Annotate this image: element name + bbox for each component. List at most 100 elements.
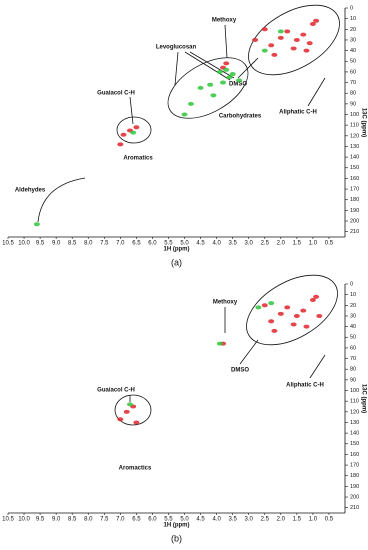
- x-tick-label: 0.5: [325, 517, 334, 523]
- ellipse: [167, 57, 249, 119]
- y-tick-label: 160: [350, 452, 359, 458]
- cross-peak: [261, 303, 268, 308]
- cross-peak: [293, 37, 300, 42]
- y-tick-label: 170: [350, 187, 359, 193]
- x-tick-label: 5.5: [164, 241, 173, 247]
- y-tick-label: 130: [350, 420, 359, 426]
- cross-peak: [226, 75, 233, 80]
- cross-peak: [261, 27, 268, 32]
- cross-peak: [303, 324, 310, 329]
- y-tick-label: 180: [350, 473, 359, 479]
- y-tick-label: 190: [350, 208, 359, 214]
- y-tick-label: 160: [350, 176, 359, 182]
- cross-peak: [236, 78, 243, 83]
- y-tick-label: 190: [350, 484, 359, 490]
- cross-peak: [33, 222, 40, 227]
- y-tick-label: 170: [350, 463, 359, 469]
- ellipse: [246, 274, 338, 346]
- y-tick-label: 20: [350, 303, 356, 309]
- y-axis-label: 13C (ppm): [360, 384, 366, 413]
- ellipse: [248, 4, 340, 76]
- x-tick-label: 3.5: [228, 517, 237, 523]
- cross-peak: [126, 402, 133, 407]
- cross-peak: [271, 328, 278, 333]
- arc: [37, 177, 86, 223]
- y-tick-label: 150: [350, 441, 359, 447]
- x-tick-label: 1.5: [293, 517, 302, 523]
- cross-peak: [290, 322, 297, 327]
- annotation: Aliphatic C-H: [286, 383, 324, 389]
- x-tick-label: 8.0: [84, 241, 93, 247]
- x-tick-label: 10.0: [18, 517, 30, 523]
- cross-peak: [277, 35, 284, 40]
- y-tick-label: 90: [350, 377, 356, 383]
- x-tick-label: 9.0: [52, 517, 61, 523]
- cross-peak: [284, 305, 291, 310]
- cross-peak: [117, 417, 124, 422]
- annotation: Methoxy: [212, 18, 237, 24]
- ellipse: [116, 116, 152, 144]
- cross-peak: [223, 61, 230, 66]
- x-tick-label: 0.5: [325, 241, 334, 247]
- x-tick-label: 7.0: [116, 517, 125, 523]
- cross-peak: [303, 48, 310, 53]
- annotation: Aromactics: [119, 466, 152, 472]
- annotation: Levoglucosan: [156, 45, 197, 51]
- cross-peak: [133, 125, 140, 130]
- x-tick-label: 4.5: [196, 517, 205, 523]
- y-tick-label: 0: [350, 281, 353, 287]
- annotation: DMSO: [229, 82, 247, 88]
- cross-peak: [309, 21, 316, 26]
- y-tick-label: 150: [350, 165, 359, 171]
- y-tick-label: 0: [350, 5, 353, 11]
- cross-peak: [261, 48, 268, 53]
- y-tick-label: 210: [350, 505, 359, 511]
- y-tick-label: 130: [350, 144, 359, 150]
- y-tick-label: 10: [350, 16, 356, 22]
- x-tick-label: 2.5: [261, 517, 270, 523]
- x-tick-label: 4.0: [212, 241, 221, 247]
- y-tick-label: 60: [350, 69, 356, 75]
- x-tick-label: 3.5: [228, 241, 237, 247]
- x-tick-label: 4.0: [212, 517, 221, 523]
- cross-peak: [268, 301, 275, 306]
- x-tick-label: 7.5: [100, 517, 109, 523]
- x-tick-label: 10.0: [18, 241, 30, 247]
- y-tick-label: 140: [350, 155, 359, 161]
- x-tick-label: 10.5: [2, 241, 14, 247]
- cross-peak: [216, 69, 223, 74]
- x-tick-label: 7.0: [116, 241, 125, 247]
- arrow: [307, 77, 326, 107]
- panel-label: (b): [171, 533, 182, 543]
- y-tick-label: 50: [350, 335, 356, 341]
- x-tick-label: 9.5: [36, 517, 45, 523]
- y-tick-label: 140: [350, 431, 359, 437]
- y-tick-label: 40: [350, 324, 356, 330]
- y-tick-label: 100: [350, 112, 359, 118]
- y-tick-label: 10: [350, 292, 356, 298]
- cross-peak: [313, 18, 320, 23]
- panel-label: (a): [171, 257, 182, 267]
- annotations-a: Methoxy Levoglucosan Guaiacol C-H Aromat…: [15, 4, 340, 223]
- cross-peak: [255, 305, 262, 310]
- x-tick-label: 9.0: [52, 241, 61, 247]
- annotation: DMSO: [231, 368, 249, 374]
- y-tick-label: 120: [350, 409, 359, 415]
- cross-peak: [313, 294, 320, 299]
- cross-peak: [223, 67, 230, 72]
- cross-peak: [293, 313, 300, 318]
- x-tick-label: 10.5: [2, 517, 14, 523]
- y-tick-label: 70: [350, 356, 356, 362]
- arrow: [237, 57, 259, 79]
- cross-peak: [117, 142, 124, 147]
- arrow: [224, 24, 228, 59]
- cross-peak: [300, 308, 307, 313]
- x-tick-label: 2.0: [277, 517, 286, 523]
- annotation: Guaiacol C-H: [97, 388, 135, 394]
- y-tick-label: 120: [350, 133, 359, 139]
- x-tick-label: 1.0: [309, 517, 318, 523]
- cross-peak: [271, 52, 278, 57]
- x-tick-label: 6.5: [132, 517, 141, 523]
